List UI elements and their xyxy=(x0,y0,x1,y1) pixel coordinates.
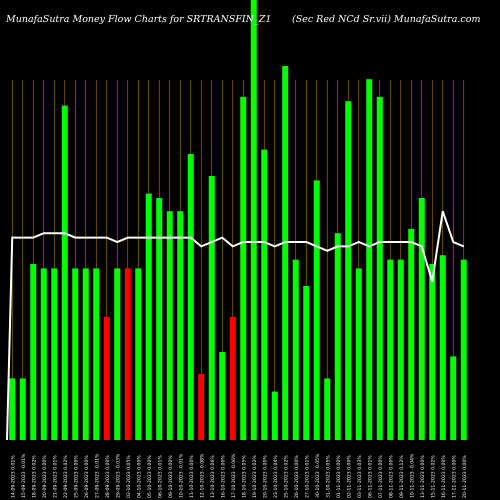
bar xyxy=(30,264,37,440)
bar xyxy=(145,193,152,440)
bar xyxy=(93,268,100,440)
tick-label: 28-09-2023 0.00% xyxy=(105,455,111,498)
tick-label: 08-11-2023 0.00% xyxy=(388,455,394,498)
bar xyxy=(292,259,299,440)
bar xyxy=(240,96,247,441)
tick-label: 20-09-2023 0.00% xyxy=(42,455,48,498)
tick-label: 18-10-2023 0.05% xyxy=(241,455,247,498)
tick-label: 02-11-2023 0.00% xyxy=(346,455,352,498)
bar xyxy=(261,149,268,440)
tick-label: 15-11-2023 0.02% xyxy=(430,455,436,498)
bar xyxy=(313,180,320,440)
bar xyxy=(271,391,278,440)
bar xyxy=(61,105,68,440)
tick-label: 13-11-2023 0.00% xyxy=(420,455,426,498)
tick-label: 06-10-2023 0.01% xyxy=(157,455,163,498)
tick-label: 09-10-2023 0.00% xyxy=(168,455,174,498)
tick-label: 30-10-2023 -0.05% xyxy=(315,453,321,498)
bar xyxy=(460,259,467,440)
bar xyxy=(82,268,89,440)
bar xyxy=(282,66,289,440)
bar xyxy=(72,268,79,440)
tick-label: 31-10-2023 0.05% xyxy=(325,455,331,498)
tick-label: 21-09-2023 0.01% xyxy=(52,455,58,498)
bar xyxy=(366,79,373,440)
bar xyxy=(219,352,226,440)
tick-label: 19-10-2023 0.02% xyxy=(252,455,258,498)
tick-label: 13-10-2023 0.06% xyxy=(210,455,216,498)
tick-label: 20-11-2023 0.00% xyxy=(462,455,468,498)
tick-label: 03-10-2023 0.05% xyxy=(126,455,132,498)
tick-label: 16-11-2023 0.00% xyxy=(441,455,447,498)
tick-label: 01-11-2023 0.00% xyxy=(336,455,342,498)
bar xyxy=(208,176,215,440)
tick-label: 25-10-2023 0.02% xyxy=(283,455,289,498)
tick-label: 16-10-2023 0.00% xyxy=(220,455,226,498)
bar xyxy=(198,374,205,440)
tick-label: 29-09-2023 -0.03% xyxy=(115,453,121,498)
tick-label: 20-10-2023 0.00% xyxy=(262,455,268,498)
bar xyxy=(166,211,173,440)
tick-label: 22-09-2023 0.02% xyxy=(63,455,69,498)
money-flow-line xyxy=(6,210,465,441)
bar xyxy=(376,96,383,441)
bar xyxy=(40,268,47,440)
bar xyxy=(51,268,58,440)
bar xyxy=(397,259,404,440)
bar xyxy=(345,101,352,440)
tick-label: 26-09-2023 0.00% xyxy=(84,455,90,498)
tick-label: 09-11-2023 0.12% xyxy=(399,455,405,498)
bar xyxy=(19,378,26,440)
chart-subtitle: (Sec Red NCd Sr.vii) MunafaSutra.com xyxy=(292,14,480,25)
tick-label: 11-10-2023 0.00% xyxy=(189,455,195,498)
bar xyxy=(429,264,436,440)
tick-label: 06-11-2023 0.01% xyxy=(367,455,373,498)
bar xyxy=(355,268,362,440)
bar xyxy=(324,378,331,440)
tick-label: 27-10-2023 0.01% xyxy=(304,455,310,498)
bar xyxy=(334,233,341,440)
tick-label: 12-10-2023 -0.08% xyxy=(199,453,205,498)
bar xyxy=(250,0,257,440)
bar xyxy=(103,316,110,440)
chart-title: MunafaSutra Money Flow Charts for SRTRAN… xyxy=(5,14,271,25)
bar xyxy=(387,259,394,440)
bar xyxy=(439,255,446,440)
bar xyxy=(303,286,310,440)
bar xyxy=(114,268,121,440)
bar xyxy=(135,268,142,440)
tick-label: 27-09-2023 -0.01% xyxy=(94,453,100,498)
bar xyxy=(156,198,163,440)
tick-label: 26-10-2023 0.00% xyxy=(294,455,300,498)
bar xyxy=(177,211,184,440)
tick-label: 17-10-2023 -0.06% xyxy=(231,453,237,498)
tick-label: 17-11-2023 0.00% xyxy=(451,455,457,498)
tick-label: 03-11-2023 0.03% xyxy=(357,455,363,498)
bar xyxy=(187,154,194,440)
tick-label: 10-11-2023 -0.04% xyxy=(409,453,415,498)
tick-label: 10-10-2023 -0.01% xyxy=(178,453,184,498)
bar xyxy=(418,198,425,440)
tick-label: 05-10-2023 0.00% xyxy=(147,455,153,498)
bars xyxy=(9,0,467,441)
tick-label: 23-10-2023 0.04% xyxy=(273,455,279,498)
bar xyxy=(408,228,415,440)
bar xyxy=(9,378,16,440)
tick-label: 07-11-2023 0.00% xyxy=(378,455,384,498)
tick-label: 15-09-2023 -0.01% xyxy=(21,453,27,498)
tick-label: 14-09-2023 0.01% xyxy=(10,455,16,498)
tick-label: 04-10-2023 0.00% xyxy=(136,455,142,498)
tick-label: 25-09-2023 0.00% xyxy=(73,455,79,498)
tick-label: 18-09-2023 0.02% xyxy=(31,455,37,498)
x-axis-tick-labels: 14-09-2023 0.01% 15-09-2023 -0.01% 18-09-2… xyxy=(10,453,468,498)
bar xyxy=(124,268,131,440)
bar xyxy=(450,356,457,440)
bar xyxy=(229,316,236,440)
